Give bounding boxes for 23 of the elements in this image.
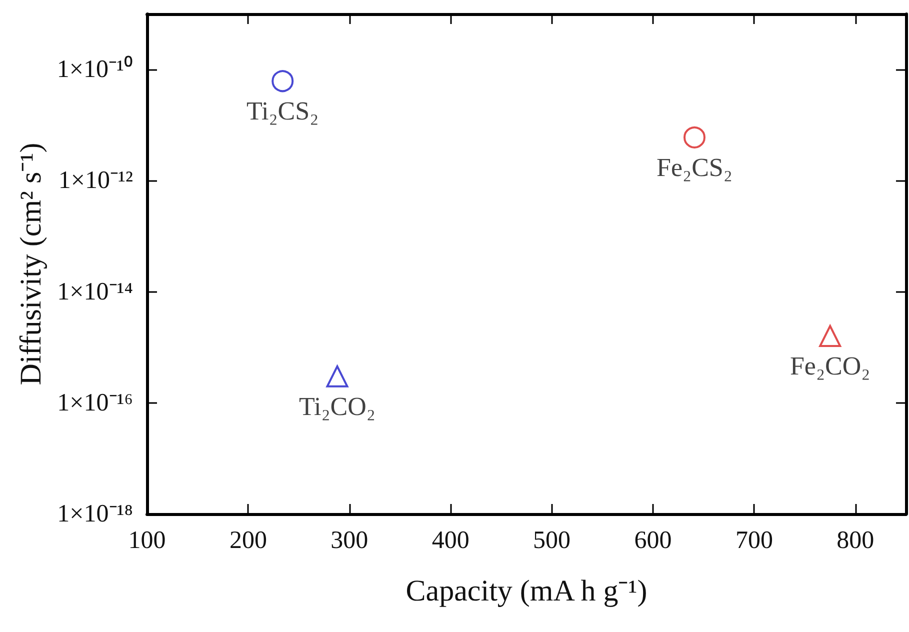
x-tick-label: 100	[128, 527, 166, 554]
y-axis-title: Diffusivity (cm² s⁻¹)	[14, 142, 48, 386]
x-tick-label: 800	[836, 527, 874, 554]
series-label: Fe₂CO₂	[790, 351, 870, 380]
y-tick-label: 1×10⁻¹⁰	[56, 55, 133, 84]
point	[272, 70, 294, 92]
y-tick-label: 1×10⁻¹²	[58, 167, 133, 194]
x-tick-label: 200	[229, 527, 267, 554]
y-tick-label: 1×10⁻¹⁴	[57, 278, 134, 306]
x-axis-title: Capacity (mA h g⁻¹)	[406, 574, 648, 608]
point	[819, 324, 842, 347]
x-tick-label: 400	[432, 527, 470, 554]
x-tick-label: 300	[330, 527, 368, 554]
point	[326, 365, 348, 388]
y-tick-label: 1×10⁻¹⁶	[57, 389, 133, 416]
point	[684, 126, 706, 148]
x-tick-label: 700	[735, 527, 773, 554]
x-tick-label: 600	[634, 527, 672, 554]
y-tick-label: 1×10⁻¹⁸	[57, 500, 133, 528]
series-label: Ti₂CO₂	[299, 392, 376, 421]
x-tick-label: 500	[533, 527, 571, 554]
series-label: Fe₂CS₂	[656, 152, 732, 182]
series-label: Ti₂CS₂	[246, 96, 319, 126]
